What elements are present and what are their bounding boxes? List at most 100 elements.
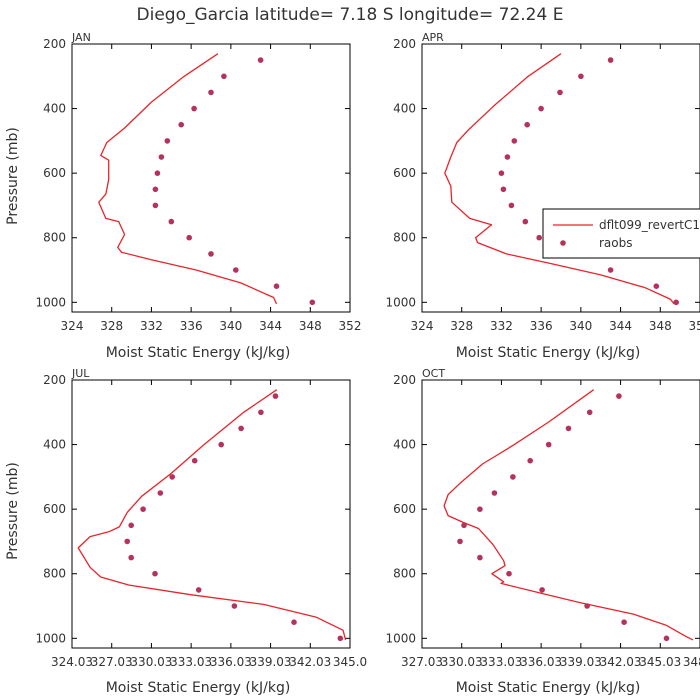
x-tick-label-apr: 336 — [530, 319, 553, 333]
x-tick-label-jan: 344 — [259, 319, 282, 333]
obs-point-apr — [578, 73, 584, 80]
obs-point-apr — [673, 299, 679, 306]
obs-point-apr — [498, 170, 505, 176]
plot-frame-apr — [421, 43, 700, 313]
obs-point-oct — [457, 538, 463, 545]
x-tick-label-apr: 348 — [649, 319, 672, 333]
obs-point-apr — [511, 138, 518, 144]
y-tick-label-jan: 800 — [43, 231, 66, 245]
plot-frame-oct — [421, 379, 700, 649]
obs-point-jul — [124, 538, 130, 545]
obs-point-jan — [309, 299, 316, 306]
y-axis-label-jul: Pressure (mb) — [5, 462, 21, 560]
panel-jul: JUL Moist Static Energy (kJ/kg) Pressure… — [5, 367, 290, 696]
x-tick-label-jul: 342.03 — [289, 655, 331, 669]
obs-point-oct — [506, 570, 512, 577]
x-tick-label-jan: 352 — [339, 319, 362, 333]
obs-point-jan — [154, 170, 161, 176]
x-tick-label-oct: 336.03 — [520, 655, 562, 669]
obs-point-jul — [128, 554, 134, 561]
y-tick-label-jul: 200 — [43, 373, 66, 387]
panel-label-jul: JUL — [71, 367, 90, 380]
x-tick-label-oct: 333.03 — [480, 655, 522, 669]
obs-point-jul — [152, 570, 158, 577]
x-tick-label-apr: 344 — [609, 319, 632, 333]
obs-point-jan — [152, 186, 159, 193]
x-tick-label-jul: 327.03 — [91, 655, 133, 669]
model-line-jan — [98, 53, 278, 305]
x-tick-label-jan: 348 — [299, 319, 322, 333]
obs-point-jul — [195, 587, 202, 593]
y-tick-label-apr: 800 — [393, 231, 416, 245]
y-axis-label-jan: Pressure (mb) — [5, 127, 21, 225]
obs-point-jan — [178, 121, 184, 128]
obs-point-oct — [584, 603, 590, 609]
x-tick-label-apr: 324 — [411, 319, 434, 333]
x-tick-label-jul: 345.0 — [333, 655, 367, 669]
obs-point-jul — [128, 522, 134, 529]
x-tick-label-jan: 324 — [61, 319, 84, 333]
model-line-oct — [443, 389, 694, 641]
panel-oct: OCT Moist Static Energy (kJ/kg) — [422, 367, 640, 696]
panel-label-jan: JAN — [71, 31, 91, 44]
plot-jan: 324 328 332 336 340 344 348 352 200 400 600 800 1000 — [35, 37, 361, 333]
obs-point-jan — [208, 251, 214, 257]
panel-jan: JAN Moist Static Energy (kJ/kg) Pressure… — [5, 31, 290, 361]
y-tick-label-jan: 600 — [43, 166, 66, 180]
y-tick-label-jan: 400 — [43, 102, 66, 116]
plot-apr: 324 328 332 336 340 344 348 352 200 400 600 800 1000 — [385, 37, 700, 333]
obs-point-oct — [539, 587, 545, 593]
y-tick-label-oct: 200 — [393, 373, 416, 387]
x-tick-label-jul: 336.03 — [210, 655, 252, 669]
panel-label-apr: APR — [422, 31, 444, 44]
x-tick-label-jan: 336 — [180, 319, 203, 333]
obs-point-apr — [538, 105, 544, 112]
y-tick-label-apr: 400 — [393, 102, 416, 116]
obs-point-oct — [461, 522, 467, 529]
x-axis-label-apr: Moist Static Energy (kJ/kg) — [456, 345, 641, 361]
obs-point-apr — [536, 234, 542, 241]
legend: dflt099_revertC1 raobs — [542, 208, 700, 259]
obs-point-apr — [524, 121, 530, 128]
x-tick-label-oct: 327.03 — [401, 655, 443, 669]
plot-frame-jan — [71, 43, 351, 313]
obs-point-jan — [257, 57, 264, 63]
legend-box — [542, 208, 700, 259]
obs-point-apr — [508, 202, 515, 209]
obs-point-jul — [272, 393, 279, 399]
obs-point-jul — [157, 490, 164, 496]
y-tick-label-jul: 600 — [43, 502, 66, 516]
x-tick-label-oct: 342.03 — [600, 655, 642, 669]
obs-point-oct — [586, 409, 593, 416]
x-tick-label-apr: 332 — [490, 319, 513, 333]
obs-point-jan — [191, 105, 197, 112]
y-tick-label-apr: 200 — [393, 37, 416, 51]
x-tick-label-oct: 345.03 — [639, 655, 681, 669]
obs-point-apr — [504, 154, 511, 160]
y-tick-label-apr: 1000 — [385, 295, 416, 309]
plot-jul: 324.03327.03330.03333.03336.03339.03342.… — [35, 373, 367, 669]
x-tick-label-jul: 339.03 — [250, 655, 292, 669]
obs-point-apr — [607, 267, 614, 273]
legend-marker-swatch — [560, 240, 566, 246]
obs-point-jul — [231, 603, 238, 609]
legend-obs-label: raobs — [599, 236, 633, 250]
y-tick-label-oct: 400 — [393, 438, 416, 452]
obs-point-oct — [491, 490, 498, 496]
y-tick-label-jan: 1000 — [35, 295, 66, 309]
obs-point-oct — [565, 425, 572, 432]
obs-point-oct — [510, 474, 516, 480]
obs-point-jan — [221, 73, 227, 80]
obs-point-oct — [663, 635, 670, 642]
model-line-apr — [444, 53, 675, 305]
obs-point-jan — [208, 89, 214, 96]
obs-point-apr — [522, 218, 529, 225]
x-tick-label-oct: 339.03 — [560, 655, 602, 669]
x-tick-label-jan: 328 — [100, 319, 123, 333]
obs-point-jul — [218, 441, 224, 448]
obs-point-apr — [557, 89, 563, 96]
x-tick-label-jul: 333.03 — [170, 655, 212, 669]
obs-point-apr — [653, 283, 660, 290]
obs-point-jul — [140, 506, 146, 512]
